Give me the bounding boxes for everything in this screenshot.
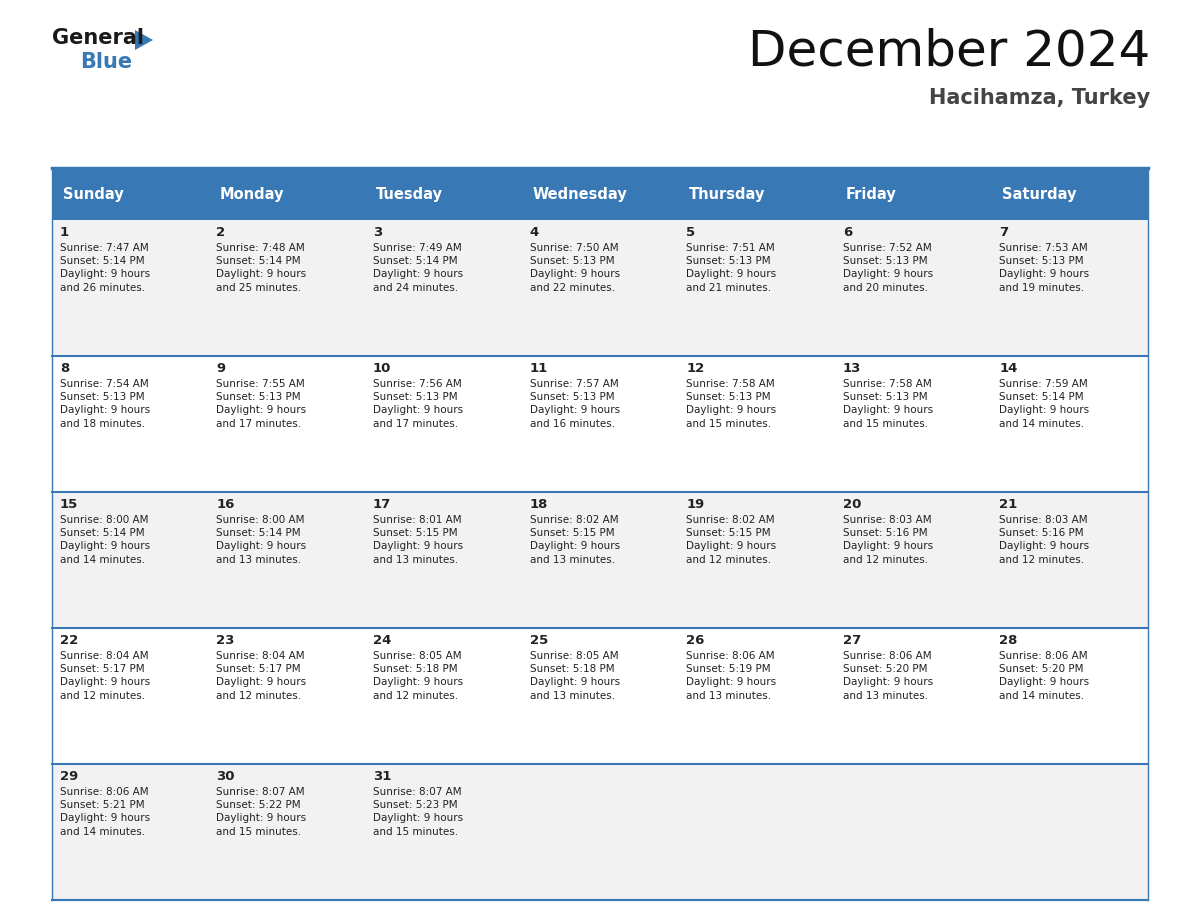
Bar	[52, 168, 1148, 220]
Bar	[52, 492, 1148, 628]
Text: 22: 22	[59, 634, 78, 647]
Text: 29: 29	[59, 770, 78, 783]
Text: 23: 23	[216, 634, 235, 647]
Text: Sunrise: 8:00 AM
Sunset: 5:14 PM
Daylight: 9 hours
and 14 minutes.: Sunrise: 8:00 AM Sunset: 5:14 PM Dayligh…	[59, 515, 150, 565]
Text: Sunrise: 7:56 AM
Sunset: 5:13 PM
Daylight: 9 hours
and 17 minutes.: Sunrise: 7:56 AM Sunset: 5:13 PM Dayligh…	[373, 379, 463, 429]
Text: Saturday: Saturday	[1003, 186, 1076, 201]
Text: Sunrise: 7:47 AM
Sunset: 5:14 PM
Daylight: 9 hours
and 26 minutes.: Sunrise: 7:47 AM Sunset: 5:14 PM Dayligh…	[59, 243, 150, 293]
Polygon shape	[135, 30, 153, 50]
Text: 17: 17	[373, 498, 391, 511]
Text: 25: 25	[530, 634, 548, 647]
Text: 11: 11	[530, 362, 548, 375]
Text: General: General	[52, 28, 144, 48]
Text: Sunrise: 8:05 AM
Sunset: 5:18 PM
Daylight: 9 hours
and 12 minutes.: Sunrise: 8:05 AM Sunset: 5:18 PM Dayligh…	[373, 651, 463, 700]
Text: Sunrise: 7:49 AM
Sunset: 5:14 PM
Daylight: 9 hours
and 24 minutes.: Sunrise: 7:49 AM Sunset: 5:14 PM Dayligh…	[373, 243, 463, 293]
Text: Sunrise: 8:06 AM
Sunset: 5:19 PM
Daylight: 9 hours
and 13 minutes.: Sunrise: 8:06 AM Sunset: 5:19 PM Dayligh…	[687, 651, 776, 700]
Text: Sunrise: 8:07 AM
Sunset: 5:23 PM
Daylight: 9 hours
and 15 minutes.: Sunrise: 8:07 AM Sunset: 5:23 PM Dayligh…	[373, 787, 463, 836]
Text: Sunrise: 8:03 AM
Sunset: 5:16 PM
Daylight: 9 hours
and 12 minutes.: Sunrise: 8:03 AM Sunset: 5:16 PM Dayligh…	[842, 515, 933, 565]
Text: 14: 14	[999, 362, 1018, 375]
Text: 4: 4	[530, 226, 539, 239]
Text: Sunrise: 8:02 AM
Sunset: 5:15 PM
Daylight: 9 hours
and 12 minutes.: Sunrise: 8:02 AM Sunset: 5:15 PM Dayligh…	[687, 515, 776, 565]
Text: 27: 27	[842, 634, 861, 647]
Text: Wednesday: Wednesday	[532, 186, 627, 201]
Text: Sunrise: 8:06 AM
Sunset: 5:20 PM
Daylight: 9 hours
and 13 minutes.: Sunrise: 8:06 AM Sunset: 5:20 PM Dayligh…	[842, 651, 933, 700]
Text: 30: 30	[216, 770, 235, 783]
Text: Sunday: Sunday	[63, 186, 124, 201]
Text: Sunrise: 7:59 AM
Sunset: 5:14 PM
Daylight: 9 hours
and 14 minutes.: Sunrise: 7:59 AM Sunset: 5:14 PM Dayligh…	[999, 379, 1089, 429]
Text: Sunrise: 8:06 AM
Sunset: 5:20 PM
Daylight: 9 hours
and 14 minutes.: Sunrise: 8:06 AM Sunset: 5:20 PM Dayligh…	[999, 651, 1089, 700]
Text: Sunrise: 7:55 AM
Sunset: 5:13 PM
Daylight: 9 hours
and 17 minutes.: Sunrise: 7:55 AM Sunset: 5:13 PM Dayligh…	[216, 379, 307, 429]
Text: Sunrise: 8:04 AM
Sunset: 5:17 PM
Daylight: 9 hours
and 12 minutes.: Sunrise: 8:04 AM Sunset: 5:17 PM Dayligh…	[216, 651, 307, 700]
Text: 3: 3	[373, 226, 383, 239]
Text: 13: 13	[842, 362, 861, 375]
Text: Sunrise: 8:04 AM
Sunset: 5:17 PM
Daylight: 9 hours
and 12 minutes.: Sunrise: 8:04 AM Sunset: 5:17 PM Dayligh…	[59, 651, 150, 700]
Text: 9: 9	[216, 362, 226, 375]
Text: 15: 15	[59, 498, 78, 511]
Text: Sunrise: 7:58 AM
Sunset: 5:13 PM
Daylight: 9 hours
and 15 minutes.: Sunrise: 7:58 AM Sunset: 5:13 PM Dayligh…	[687, 379, 776, 429]
Text: 2: 2	[216, 226, 226, 239]
Text: 12: 12	[687, 362, 704, 375]
Text: Sunrise: 7:51 AM
Sunset: 5:13 PM
Daylight: 9 hours
and 21 minutes.: Sunrise: 7:51 AM Sunset: 5:13 PM Dayligh…	[687, 243, 776, 293]
Text: 20: 20	[842, 498, 861, 511]
Text: 19: 19	[687, 498, 704, 511]
Text: 5: 5	[687, 226, 695, 239]
Text: Blue: Blue	[80, 52, 132, 72]
Bar	[52, 628, 1148, 764]
Bar	[52, 764, 1148, 900]
Text: Sunrise: 7:53 AM
Sunset: 5:13 PM
Daylight: 9 hours
and 19 minutes.: Sunrise: 7:53 AM Sunset: 5:13 PM Dayligh…	[999, 243, 1089, 293]
Text: 28: 28	[999, 634, 1018, 647]
Text: 6: 6	[842, 226, 852, 239]
Text: Sunrise: 8:06 AM
Sunset: 5:21 PM
Daylight: 9 hours
and 14 minutes.: Sunrise: 8:06 AM Sunset: 5:21 PM Dayligh…	[59, 787, 150, 836]
Text: 16: 16	[216, 498, 235, 511]
Text: Thursday: Thursday	[689, 186, 765, 201]
Text: Sunrise: 8:02 AM
Sunset: 5:15 PM
Daylight: 9 hours
and 13 minutes.: Sunrise: 8:02 AM Sunset: 5:15 PM Dayligh…	[530, 515, 620, 565]
Text: 31: 31	[373, 770, 391, 783]
Text: Sunrise: 8:05 AM
Sunset: 5:18 PM
Daylight: 9 hours
and 13 minutes.: Sunrise: 8:05 AM Sunset: 5:18 PM Dayligh…	[530, 651, 620, 700]
Bar	[52, 356, 1148, 492]
Text: Sunrise: 7:58 AM
Sunset: 5:13 PM
Daylight: 9 hours
and 15 minutes.: Sunrise: 7:58 AM Sunset: 5:13 PM Dayligh…	[842, 379, 933, 429]
Text: Sunrise: 7:52 AM
Sunset: 5:13 PM
Daylight: 9 hours
and 20 minutes.: Sunrise: 7:52 AM Sunset: 5:13 PM Dayligh…	[842, 243, 933, 293]
Text: Sunrise: 8:00 AM
Sunset: 5:14 PM
Daylight: 9 hours
and 13 minutes.: Sunrise: 8:00 AM Sunset: 5:14 PM Dayligh…	[216, 515, 307, 565]
Text: Sunrise: 8:01 AM
Sunset: 5:15 PM
Daylight: 9 hours
and 13 minutes.: Sunrise: 8:01 AM Sunset: 5:15 PM Dayligh…	[373, 515, 463, 565]
Bar	[52, 220, 1148, 356]
Text: 24: 24	[373, 634, 391, 647]
Text: Hacihamza, Turkey: Hacihamza, Turkey	[929, 88, 1150, 108]
Text: December 2024: December 2024	[747, 28, 1150, 76]
Text: 8: 8	[59, 362, 69, 375]
Text: 26: 26	[687, 634, 704, 647]
Text: 21: 21	[999, 498, 1017, 511]
Text: 10: 10	[373, 362, 391, 375]
Text: Sunrise: 7:50 AM
Sunset: 5:13 PM
Daylight: 9 hours
and 22 minutes.: Sunrise: 7:50 AM Sunset: 5:13 PM Dayligh…	[530, 243, 620, 293]
Text: Monday: Monday	[220, 186, 284, 201]
Text: Tuesday: Tuesday	[377, 186, 443, 201]
Text: Sunrise: 7:54 AM
Sunset: 5:13 PM
Daylight: 9 hours
and 18 minutes.: Sunrise: 7:54 AM Sunset: 5:13 PM Dayligh…	[59, 379, 150, 429]
Text: Sunrise: 7:57 AM
Sunset: 5:13 PM
Daylight: 9 hours
and 16 minutes.: Sunrise: 7:57 AM Sunset: 5:13 PM Dayligh…	[530, 379, 620, 429]
Text: 7: 7	[999, 226, 1009, 239]
Text: 1: 1	[59, 226, 69, 239]
Text: Friday: Friday	[846, 186, 897, 201]
Text: Sunrise: 7:48 AM
Sunset: 5:14 PM
Daylight: 9 hours
and 25 minutes.: Sunrise: 7:48 AM Sunset: 5:14 PM Dayligh…	[216, 243, 307, 293]
Text: Sunrise: 8:03 AM
Sunset: 5:16 PM
Daylight: 9 hours
and 12 minutes.: Sunrise: 8:03 AM Sunset: 5:16 PM Dayligh…	[999, 515, 1089, 565]
Text: Sunrise: 8:07 AM
Sunset: 5:22 PM
Daylight: 9 hours
and 15 minutes.: Sunrise: 8:07 AM Sunset: 5:22 PM Dayligh…	[216, 787, 307, 836]
Text: 18: 18	[530, 498, 548, 511]
